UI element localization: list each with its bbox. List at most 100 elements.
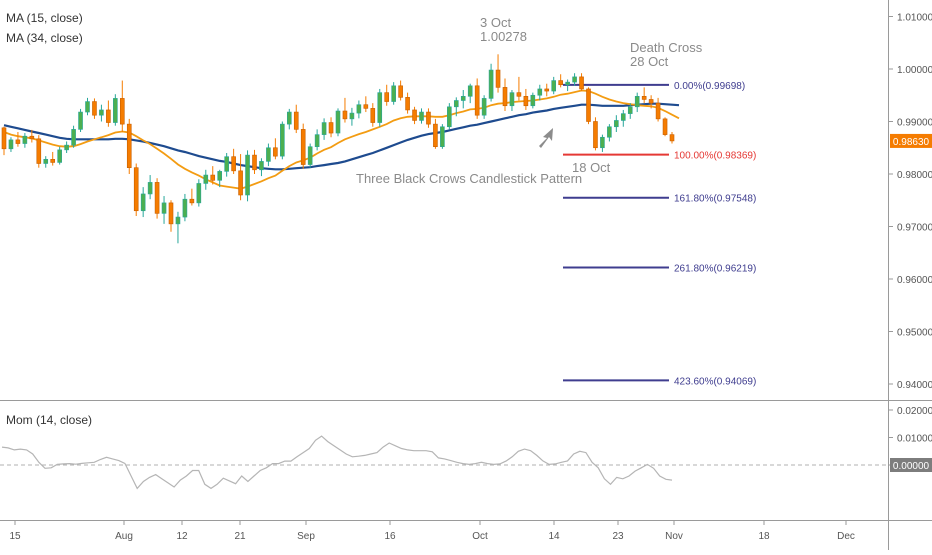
candle: [43, 156, 49, 168]
candle-body: [620, 113, 626, 121]
annotation-death-cross-date: 28 Oct: [630, 54, 669, 69]
candle: [669, 132, 675, 144]
candle-body: [175, 216, 181, 225]
candle-body: [133, 167, 139, 212]
candle: [182, 193, 188, 222]
candle: [168, 200, 174, 232]
candle: [106, 100, 111, 127]
time-tick-label: Aug: [115, 531, 133, 542]
price-pane: [0, 0, 888, 400]
candle: [662, 117, 668, 137]
time-tick-label: Nov: [665, 531, 683, 542]
candle-body: [488, 69, 494, 99]
candle: [266, 143, 271, 167]
time-tick-label: 14: [548, 531, 560, 542]
candle: [509, 90, 515, 111]
candle-body: [356, 104, 362, 114]
candle: [356, 100, 362, 119]
candle-body: [43, 159, 49, 164]
candle-body: [398, 85, 403, 98]
candle-body: [245, 154, 250, 196]
candle-body: [572, 76, 577, 83]
candle: [113, 94, 118, 126]
last-price-tag: 0.98630: [890, 133, 932, 148]
fib-level-label: 0.00%(0.99698): [674, 81, 745, 92]
legend-ma15[interactable]: MA (15, close): [6, 11, 83, 25]
momentum-tick-label: 0.02000: [897, 406, 932, 417]
candle: [447, 103, 452, 130]
candle: [593, 117, 598, 151]
ma34-line: [3, 102, 680, 171]
last-price-label: 0.98630: [893, 137, 930, 148]
candle-body: [224, 156, 229, 172]
candle: [286, 108, 292, 130]
candle-body: [391, 85, 396, 102]
legend-ma34[interactable]: MA (34, close): [6, 31, 83, 45]
candle: [78, 108, 83, 132]
candle: [502, 78, 508, 111]
candle: [321, 118, 327, 140]
candle-body: [607, 126, 612, 138]
candle-body: [634, 96, 640, 108]
candle: [210, 166, 216, 185]
candle: [252, 149, 257, 174]
candle-body: [544, 88, 550, 92]
candle: [572, 73, 577, 86]
candle: [579, 73, 584, 92]
candle-body: [321, 122, 327, 135]
candle-body: [8, 139, 14, 150]
ma15-line: [3, 89, 680, 190]
candle-body: [231, 156, 236, 172]
candle-body: [273, 147, 278, 157]
candle: [8, 137, 14, 152]
candle-body: [537, 88, 543, 96]
candle-body: [189, 198, 195, 204]
candle: [335, 108, 341, 137]
candle-body: [99, 109, 104, 116]
candle-body: [447, 106, 452, 128]
time-tick-label: 23: [612, 531, 624, 542]
candle-body: [64, 144, 69, 151]
candle: [36, 135, 42, 168]
candle: [307, 143, 313, 168]
candle: [467, 83, 473, 104]
price-tick-label: 0.98000: [897, 170, 932, 181]
candle: [342, 97, 348, 123]
candle-body: [453, 100, 459, 108]
momentum-tick-label: 0.01000: [897, 434, 932, 445]
candle: [655, 97, 661, 122]
candle-body: [293, 111, 299, 130]
candle-body: [280, 123, 285, 157]
candle: [634, 92, 640, 113]
candle-body: [300, 129, 306, 165]
fib-level-label: 423.60%(0.94069): [674, 376, 756, 387]
annotation-low-date: 18 Oct: [572, 160, 611, 175]
momentum-last-tag: 0.00000: [890, 458, 932, 472]
candle-body: [78, 111, 83, 130]
legend-momentum[interactable]: Mom (14, close): [6, 413, 92, 427]
time-tick-label: Dec: [837, 531, 855, 542]
candle-body: [71, 129, 76, 146]
time-tick-label: 18: [758, 531, 770, 542]
candle-body: [29, 135, 35, 140]
candle: [440, 124, 445, 149]
candle-body: [217, 171, 223, 181]
candle-body: [474, 85, 480, 116]
annotation-pattern: Three Black Crows Candlestick Pattern: [356, 171, 582, 186]
candle: [203, 169, 209, 190]
price-tick-label: 0.95000: [897, 328, 932, 339]
candle: [523, 88, 529, 110]
candle: [293, 104, 299, 134]
candle-body: [266, 147, 271, 162]
candle-body: [405, 97, 410, 111]
candle-body: [440, 126, 445, 148]
candle-body: [196, 183, 202, 204]
candle: [328, 117, 334, 138]
candle-body: [384, 92, 390, 102]
candle-body: [140, 193, 146, 212]
candle: [245, 150, 250, 202]
candle-body: [593, 121, 598, 149]
candle: [516, 76, 522, 101]
candle-body: [15, 139, 21, 144]
